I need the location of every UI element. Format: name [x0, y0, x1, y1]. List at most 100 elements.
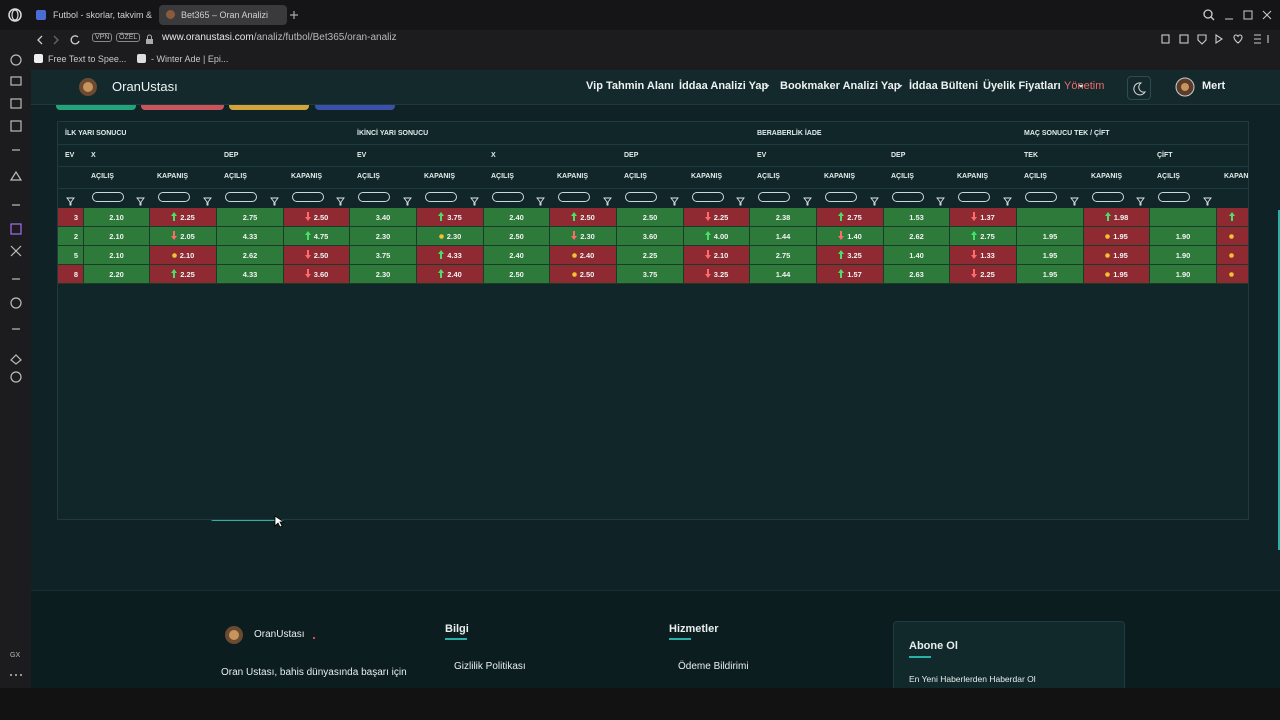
odds-value: 3.25 — [847, 251, 862, 260]
column-header: KAPANIŞ — [424, 173, 455, 180]
odds-cell: 1.95 — [1084, 246, 1150, 265]
filter-icon[interactable] — [470, 193, 479, 206]
filter-icon[interactable] — [66, 193, 75, 206]
odds-cell: 4.33 — [217, 265, 284, 284]
filter-input[interactable] — [625, 192, 657, 202]
bookmark[interactable]: Free Text to Spee... — [48, 54, 127, 64]
button-stub[interactable] — [56, 104, 136, 110]
brand-name[interactable]: OranUstası — [112, 79, 178, 94]
nav-link[interactable]: Yönetim — [1064, 80, 1105, 92]
odds-value: 3.75 — [375, 251, 391, 260]
more-icon[interactable] — [9, 672, 23, 678]
odds-cell: 2 — [58, 227, 84, 246]
odds-cell: 2.20 — [84, 265, 150, 284]
filter-input[interactable] — [358, 192, 390, 202]
trend-down — [704, 212, 714, 222]
nav-link[interactable]: İddaa Bülteni — [909, 80, 979, 92]
trend-down — [838, 231, 847, 241]
filter-icon[interactable] — [803, 193, 812, 206]
tab[interactable]: Futbol - skorlar, takvim & — [31, 5, 155, 25]
filter-icon[interactable] — [670, 193, 679, 206]
odds-cell: 2.63 — [884, 265, 950, 284]
nav-buttons[interactable] — [34, 33, 84, 47]
filter-input[interactable] — [758, 192, 790, 202]
odds-value: 2.50 — [313, 251, 329, 260]
url[interactable]: www.oranustasi.com/analiz/futbol/Bet365/… — [162, 32, 397, 43]
filter-icon[interactable] — [270, 193, 279, 206]
new-tab[interactable] — [288, 9, 300, 21]
odds-cell: 1.33 — [950, 246, 1017, 265]
vpn-badge[interactable]: VPN — [92, 33, 113, 42]
avatar[interactable] — [1175, 77, 1195, 97]
filter-icon[interactable] — [1070, 193, 1079, 206]
toolbar-icons[interactable] — [1160, 32, 1275, 46]
filter-input[interactable] — [158, 192, 190, 202]
odds-cell: 1.40 — [884, 246, 950, 265]
filter-icon[interactable] — [1003, 193, 1012, 206]
odds-value: 1.90 — [1175, 232, 1191, 241]
scrollbar[interactable] — [1278, 210, 1280, 550]
filter-icon[interactable] — [870, 193, 879, 206]
browser-logo[interactable] — [8, 8, 22, 22]
filter-icon[interactable] — [536, 193, 545, 206]
odds-value: 1.57 — [847, 270, 862, 279]
footer-link[interactable]: Gizlilik Politikası — [454, 661, 526, 672]
filter-icon[interactable] — [403, 193, 412, 206]
filter-icon[interactable] — [136, 193, 145, 206]
odds-cell: 2.25 — [950, 265, 1017, 284]
trend-flat — [438, 232, 447, 241]
filter-input[interactable] — [892, 192, 924, 202]
filter-input[interactable] — [292, 192, 324, 202]
column-header: AÇILIŞ — [1024, 173, 1047, 180]
filter-icon[interactable] — [603, 193, 612, 206]
button-stub[interactable] — [141, 104, 224, 110]
nav-link[interactable]: Vip Tahmin Alanı — [586, 80, 674, 92]
filter-icon[interactable] — [336, 193, 345, 206]
button-stub[interactable] — [229, 104, 309, 110]
private-badge[interactable]: ÖZEL — [116, 33, 141, 42]
tab-title: Bet365 – Oran Analizi — [181, 10, 269, 20]
filter-input[interactable] — [1092, 192, 1124, 202]
filter-input[interactable] — [1158, 192, 1190, 202]
column-header: KAPANIŞ — [157, 173, 188, 180]
filter-input[interactable] — [425, 192, 457, 202]
odds-value: 2.50 — [580, 213, 595, 222]
odds-value: 2 — [73, 232, 78, 241]
nav-link[interactable]: İddaa Analizi Yap — [679, 80, 769, 92]
filter-icon[interactable] — [1136, 193, 1145, 206]
filter-input[interactable] — [825, 192, 857, 202]
odds-value: 2.10 — [109, 213, 124, 222]
filter-input[interactable] — [558, 192, 590, 202]
filter-input[interactable] — [958, 192, 990, 202]
filter-icon[interactable] — [203, 193, 212, 206]
filter-input[interactable] — [492, 192, 524, 202]
tab-active[interactable]: Bet365 – Oran Analizi — [159, 5, 287, 25]
footer-link[interactable]: Ödeme Bildirimi — [678, 661, 749, 672]
filter-icon[interactable] — [736, 193, 745, 206]
nav-link[interactable]: Bookmaker Analizi Yap — [780, 80, 901, 92]
odds-value: 2.40 — [509, 251, 524, 260]
odds-cell: 2.30 — [417, 227, 484, 246]
filter-input[interactable] — [92, 192, 124, 202]
user-name[interactable]: Mert — [1202, 80, 1226, 92]
odds-cell: 2.30 — [550, 227, 617, 246]
address-bar: VPN ÖZEL www.oranustasi.com/analiz/futbo… — [0, 30, 1280, 50]
theme-toggle[interactable] — [1127, 76, 1151, 100]
trend-up — [971, 231, 980, 241]
filter-input[interactable] — [225, 192, 257, 202]
bookmark[interactable]: - Winter Ade | Epi... — [151, 54, 229, 64]
button-stub[interactable] — [315, 104, 395, 110]
filter-input[interactable] — [1025, 192, 1057, 202]
odds-value: 3.25 — [713, 270, 729, 279]
column-header: AÇILIŞ — [1157, 173, 1180, 180]
column-header: KAPANIŞ — [957, 173, 988, 180]
filter-input[interactable] — [692, 192, 724, 202]
sidebar-icons[interactable] — [8, 52, 24, 392]
brand-logo[interactable] — [77, 75, 99, 99]
odds-value: 1.53 — [909, 213, 924, 222]
nav-link[interactable]: Üyelik Fiyatları — [983, 80, 1061, 92]
filter-icon[interactable] — [1203, 193, 1212, 206]
window-controls[interactable] — [1200, 8, 1275, 22]
filter-icon[interactable] — [936, 193, 945, 206]
odds-cell: 1.90 — [1150, 227, 1217, 246]
